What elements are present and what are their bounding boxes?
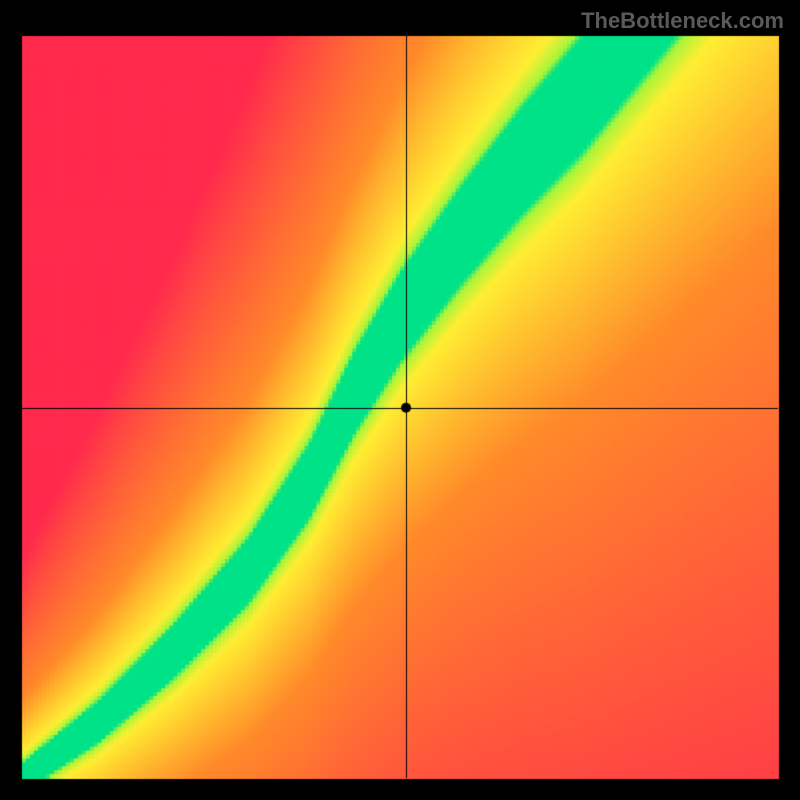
bottleneck-heatmap (0, 0, 800, 800)
chart-container: TheBottleneck.com (0, 0, 800, 800)
watermark-text: TheBottleneck.com (581, 8, 784, 34)
